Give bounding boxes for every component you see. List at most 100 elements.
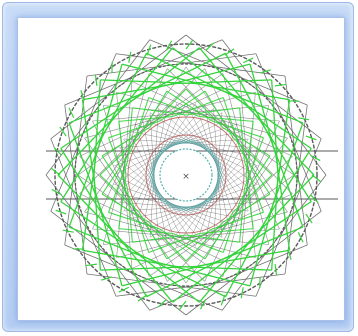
green-chord-inner — [239, 107, 246, 162]
green-chord-outer-reverse — [259, 120, 312, 202]
green-chord-inner-reverse — [172, 97, 224, 118]
mid-gray-chord — [167, 68, 293, 194]
green-chord-inner — [126, 188, 133, 243]
mid-gray-chord — [79, 193, 241, 269]
green-chord-inner — [159, 228, 206, 260]
green-chord-outer-reverse — [176, 79, 272, 85]
green-chord-inner — [138, 212, 168, 260]
mid-gray-chord — [102, 105, 150, 277]
green-tick — [128, 51, 132, 63]
green-tick — [311, 174, 322, 183]
green-tick — [165, 40, 173, 51]
green-tick — [220, 294, 226, 306]
green-chord-inner — [245, 121, 254, 176]
center-mark: × — [182, 172, 190, 182]
green-chord-inner-reverse — [131, 97, 150, 150]
green-tick — [101, 276, 113, 281]
green-chord-inner-reverse — [185, 107, 240, 116]
green-tick — [242, 57, 254, 64]
green-tick — [297, 231, 304, 243]
green-chord-outer-reverse — [157, 63, 251, 89]
green-chord-inner-reverse — [118, 228, 173, 235]
green-chord-outer-reverse — [111, 47, 174, 122]
green-chord-inner — [101, 148, 133, 195]
green-chord-outer-reverse — [195, 82, 290, 101]
green-chord-inner — [108, 161, 129, 213]
green-chord-inner-reverse — [166, 228, 213, 260]
green-chord-outer-reverse — [214, 86, 304, 124]
mid-gray-chord — [116, 211, 288, 259]
green-chord-inner — [199, 228, 254, 235]
mid-gray-chord — [79, 81, 241, 157]
green-chord-outer-reverse — [60, 148, 113, 230]
green-chord-inner-reverse — [108, 211, 161, 230]
green-chord-inner-reverse — [185, 221, 224, 262]
mid-gray-chord — [222, 105, 270, 277]
green-tick — [68, 107, 75, 119]
green-chord-inner — [148, 97, 200, 118]
mid-gray-chord — [116, 91, 288, 139]
green-tick — [59, 126, 67, 137]
green-chord-inner — [239, 155, 271, 202]
green-chord-inner-reverse — [159, 90, 206, 122]
green-tick — [85, 263, 97, 267]
green-chord-inner — [185, 88, 224, 129]
green-tick — [224, 48, 235, 56]
green-chord-inner — [118, 174, 127, 229]
green-chord-outer-reverse — [60, 201, 141, 256]
green-chord-outer-reverse — [68, 122, 103, 213]
mid-gray-chord — [92, 68, 168, 230]
green-chord-outer — [259, 148, 312, 230]
green-chord-outer — [275, 99, 291, 195]
teal-chord — [211, 169, 222, 201]
green-chord-outer-reverse — [269, 137, 304, 228]
green-chord-inner-reverse — [245, 174, 254, 229]
center-hole — [159, 148, 213, 202]
green-chord-inner — [185, 234, 240, 243]
green-tick — [80, 90, 85, 102]
green-chord-inner-reverse — [239, 148, 271, 195]
green-tick — [53, 146, 62, 156]
mid-gray-chord — [102, 73, 150, 245]
green-chord-inner — [172, 232, 224, 253]
green-chord-inner-reverse — [204, 212, 234, 260]
green-chord-inner-reverse — [239, 188, 246, 243]
green-chord-outer-reverse — [139, 52, 226, 96]
green-tick — [55, 209, 67, 215]
green-chord-inner — [223, 193, 271, 223]
green-chord-inner — [101, 127, 149, 157]
green-chord-inner-reverse — [211, 120, 264, 139]
green-chord-outer-reverse — [275, 155, 291, 251]
green-chord-inner-reverse — [243, 161, 264, 213]
green-tick — [50, 167, 61, 176]
green-tick — [118, 286, 130, 293]
green-chord-inner-reverse — [222, 200, 241, 253]
green-tick — [259, 69, 271, 74]
green-tick — [310, 154, 321, 162]
green-tick — [240, 287, 244, 299]
green-chord-outer-reverse — [101, 52, 148, 138]
green-chord-inner-reverse — [108, 137, 129, 189]
green-chord-inner-reverse — [132, 234, 187, 243]
green-chord-inner — [232, 174, 273, 213]
mid-gray-chord — [131, 193, 293, 269]
green-tick — [199, 299, 207, 310]
mid-gray-chord — [92, 120, 168, 282]
window-frame: × — [2, 2, 354, 332]
green-tick — [305, 213, 313, 224]
mid-gray-chord — [167, 156, 293, 282]
green-chord-inner — [108, 120, 161, 139]
green-tick — [275, 83, 287, 87]
teal-chord — [214, 153, 221, 187]
green-chord-outer-reverse — [231, 94, 312, 149]
mid-gray-chord — [204, 120, 280, 282]
green-chord-inner-reverse — [118, 121, 127, 176]
green-tick — [298, 117, 310, 121]
green-chord-outer-reverse — [172, 242, 248, 303]
green-chord-outer-reverse — [81, 99, 97, 195]
green-tick — [146, 44, 152, 56]
green-tick — [94, 74, 98, 86]
green-tick — [205, 42, 215, 51]
green-tick — [62, 229, 74, 233]
teal-chord — [214, 163, 221, 197]
